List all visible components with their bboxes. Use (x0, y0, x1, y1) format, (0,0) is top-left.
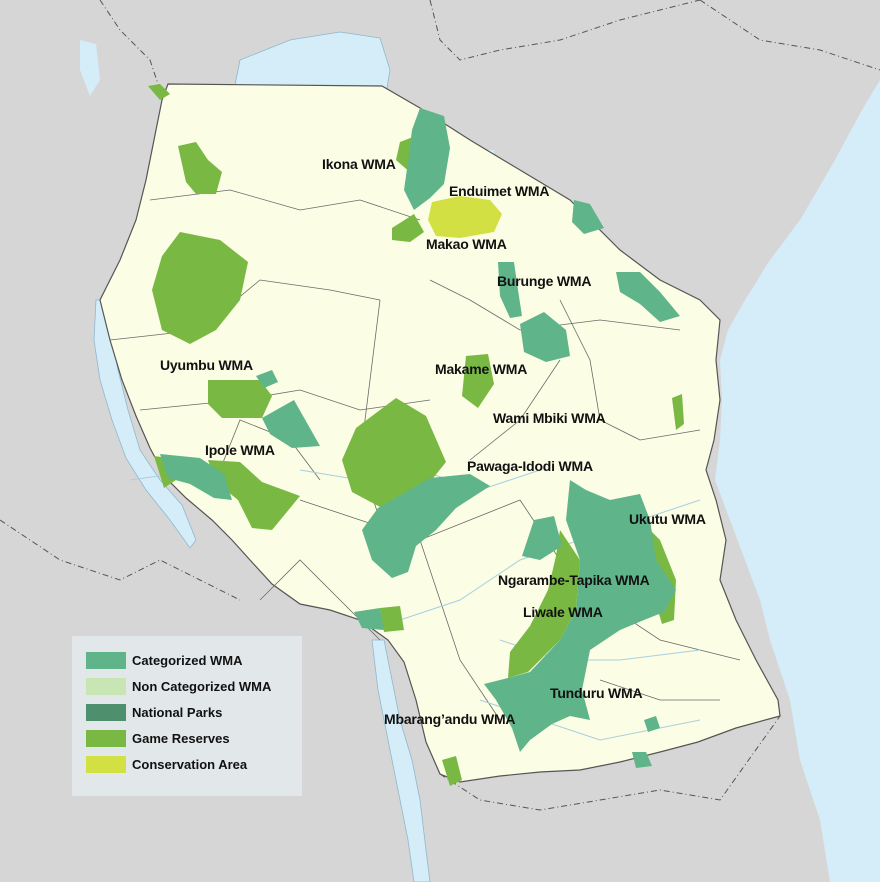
label-ikona: Ikona WMA (322, 156, 396, 172)
legend-swatch (86, 704, 126, 721)
label-mbarangandu: Mbarang’andu WMA (384, 711, 515, 727)
gr-northwest (178, 142, 222, 194)
gr-ruaha (342, 398, 446, 508)
wma-labels: Ikona WMA Enduimet WMA Makao WMA Burunge… (160, 156, 706, 727)
wma-uyumbu-east (256, 370, 278, 388)
lake-nyasa (371, 639, 431, 882)
gr-ikona-south (392, 214, 424, 242)
gr-west-large (152, 232, 248, 344)
wma-selous (484, 480, 676, 752)
wma-ipole-west (160, 454, 232, 500)
wma-north-east (572, 200, 604, 234)
categorized-wma (160, 108, 680, 768)
legend-label: Game Reserves (132, 731, 230, 746)
legend-swatch (86, 756, 126, 773)
label-makao: Makao WMA (426, 236, 507, 252)
wma-serengeti (404, 108, 450, 210)
gr-coast (672, 394, 684, 430)
gr-selous-west (508, 530, 580, 678)
gr-makame (462, 354, 494, 408)
label-tunduru: Tunduru WMA (550, 685, 642, 701)
label-pawaga-idodi: Pawaga-Idodi WMA (467, 458, 593, 474)
label-ukutu: Ukutu WMA (629, 511, 706, 527)
legend-swatch (86, 730, 126, 747)
legend-label: Categorized WMA (132, 653, 243, 668)
label-uyumbu: Uyumbu WMA (160, 357, 253, 373)
lake-malawi-north (80, 40, 100, 96)
label-enduimet: Enduimet WMA (449, 183, 549, 199)
label-ipole: Ipole WMA (205, 442, 275, 458)
legend-label: Conservation Area (132, 757, 248, 772)
label-makame: Makame WMA (435, 361, 527, 377)
label-burunge: Burunge WMA (497, 273, 591, 289)
gr-southwest-lake (380, 606, 404, 632)
wma-ugalla (262, 400, 320, 448)
label-liwale: Liwale WMA (523, 604, 603, 620)
gr-ipole (208, 460, 300, 530)
wma-south-small-2 (632, 752, 652, 768)
legend-label: National Parks (132, 705, 222, 720)
wma-southwest-lake (354, 608, 384, 630)
wma-burunge (498, 262, 522, 318)
wma-tarangire (520, 312, 570, 362)
gr-southwest-small (154, 456, 176, 488)
label-wami-mbiki: Wami Mbiki WMA (493, 410, 606, 426)
legend-swatch (86, 678, 126, 695)
legend: Categorized WMA Non Categorized WMA Nation… (72, 636, 302, 796)
legend-label: Non Categorized WMA (132, 679, 272, 694)
indian-ocean (715, 80, 880, 882)
country-borders (0, 0, 880, 811)
label-ngarambe-tapika: Ngarambe-Tapika WMA (498, 572, 650, 588)
gr-northwest-small (148, 84, 170, 100)
wma-kilombero (522, 516, 562, 560)
wma-pawaga (362, 474, 490, 578)
game-reserves (148, 84, 684, 786)
wma-mkomazi (616, 272, 680, 322)
legend-swatch (86, 652, 126, 669)
wma-south-small-1 (644, 716, 660, 732)
conservation-area-ngorongoro (428, 196, 502, 238)
gr-uyumbu (208, 380, 272, 418)
gr-south-small (442, 756, 462, 786)
